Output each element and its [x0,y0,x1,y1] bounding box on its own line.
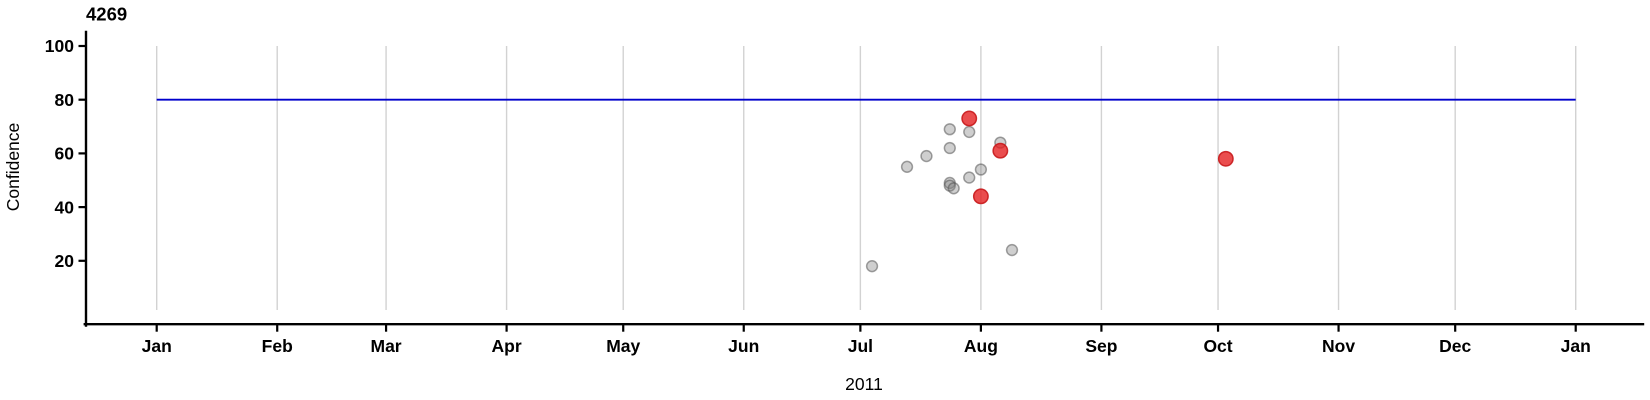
x-tick-label: Aug [964,336,998,356]
x-axis-label: 2011 [845,374,883,394]
scatter-point-gray [947,182,960,195]
x-tick-label: Jan [1561,336,1591,356]
scatter-point-red [961,110,978,127]
y-tick-label: 40 [55,197,75,217]
scatter-point-gray [974,163,988,176]
scatter-point-gray [865,260,879,273]
scatter-point-red [1217,150,1234,167]
scatter-point-gray [1005,243,1019,257]
scatter-point-gray [943,123,956,136]
x-tick-label: Nov [1322,336,1355,356]
scatter-point-gray [963,171,976,184]
x-tick-label: Jun [728,336,759,356]
x-tick-label: Jan [142,336,172,356]
x-tick-label: Feb [262,336,293,356]
y-axis-label: Confidence [3,123,23,212]
scatter-point-gray [920,149,933,163]
x-tick-label: May [606,336,640,356]
x-tick-label: Sep [1085,336,1117,356]
scatter-point-gray [963,125,976,139]
y-tick-label: 80 [55,90,75,110]
scatter-point-red [992,142,1009,159]
y-tick-label: 100 [45,36,74,56]
x-tick-label: Oct [1203,336,1232,356]
scatter-point-gray [900,160,914,173]
y-tick-label: 60 [55,144,75,164]
scatter-point-red [972,188,989,205]
scatter-point-gray [943,141,956,155]
x-tick-label: Apr [492,336,522,356]
chart-title: 4269 [86,4,127,25]
x-tick-label: Jul [848,336,873,356]
y-tick-label: 20 [55,251,75,271]
x-tick-label: Mar [371,336,402,356]
x-tick-label: Dec [1439,336,1471,356]
